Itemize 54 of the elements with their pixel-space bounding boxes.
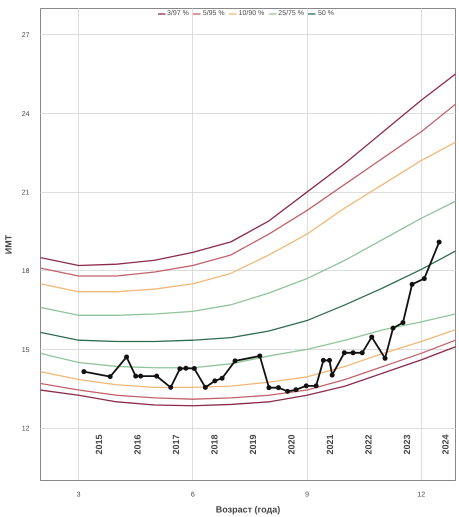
y-axis-title: ИМТ bbox=[4, 234, 14, 254]
point bbox=[422, 276, 427, 282]
annotation: 2019 bbox=[248, 434, 258, 454]
line-series bbox=[40, 329, 456, 388]
point bbox=[293, 387, 298, 392]
point bbox=[314, 383, 319, 388]
point bbox=[320, 358, 326, 363]
point bbox=[390, 326, 396, 331]
line-series bbox=[40, 346, 456, 406]
point bbox=[212, 378, 218, 384]
point bbox=[400, 320, 406, 326]
line-series bbox=[40, 73, 456, 266]
annotation: 2021 bbox=[325, 434, 335, 454]
annotation: 2017 bbox=[171, 434, 181, 454]
annotation: 2022 bbox=[364, 434, 374, 454]
annotation: 2018 bbox=[210, 434, 220, 454]
annotation: 2016 bbox=[132, 434, 142, 454]
point bbox=[360, 350, 365, 356]
point bbox=[350, 350, 356, 356]
point bbox=[369, 334, 374, 340]
point bbox=[232, 358, 238, 364]
line-series bbox=[40, 340, 456, 400]
x-axis-title: Возраст (года) bbox=[216, 504, 280, 514]
point bbox=[382, 356, 388, 361]
point bbox=[342, 350, 347, 356]
point bbox=[124, 354, 130, 360]
point bbox=[154, 374, 160, 379]
line-series bbox=[40, 142, 456, 292]
point bbox=[192, 366, 197, 372]
annotation: 2023 bbox=[402, 434, 412, 454]
point bbox=[108, 374, 113, 380]
point bbox=[276, 385, 281, 390]
point bbox=[326, 358, 332, 363]
point bbox=[138, 374, 144, 379]
point bbox=[133, 374, 138, 379]
point bbox=[168, 384, 174, 390]
point bbox=[202, 384, 208, 390]
point bbox=[177, 366, 182, 372]
point bbox=[183, 366, 188, 371]
line-series bbox=[40, 200, 456, 316]
line-series bbox=[40, 250, 456, 342]
point bbox=[436, 240, 442, 245]
annotation: 2015 bbox=[94, 434, 104, 454]
annotation: 2024 bbox=[440, 434, 450, 454]
point bbox=[285, 388, 290, 394]
annotation: 2020 bbox=[286, 434, 296, 454]
point bbox=[257, 353, 262, 358]
point bbox=[410, 282, 415, 287]
point bbox=[304, 383, 309, 388]
point bbox=[220, 376, 225, 381]
line-series bbox=[40, 104, 456, 277]
point bbox=[330, 372, 335, 378]
point bbox=[266, 385, 272, 390]
point bbox=[81, 369, 86, 374]
